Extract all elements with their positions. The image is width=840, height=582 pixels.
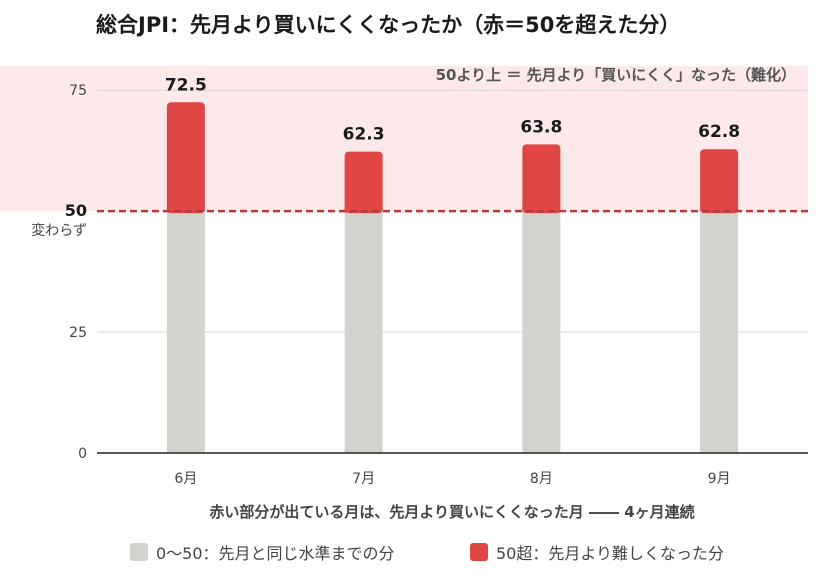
bar-excess-2 <box>344 151 383 214</box>
legend-label-excess: 50超：先月より難しくなった分 <box>496 544 725 563</box>
baseline-label: 変わらず <box>31 222 87 239</box>
x-tick-label-1: 6月 <box>174 471 197 487</box>
bar-base-3 <box>522 211 561 453</box>
legend-item-excess: 50超：先月より難しくなった分 <box>470 540 724 564</box>
legend: 0〜50：先月と同じ水準までの分 50超：先月より難しくなった分 <box>0 540 840 570</box>
bar-base-2 <box>344 211 383 453</box>
x-axis-caption: 赤い部分が出ている月は、先月より買いにくくなった月 ―― 4ヶ月連続 <box>209 503 694 521</box>
bar-base-1 <box>166 211 205 453</box>
legend-item-base: 0〜50：先月と同じ水準までの分 <box>130 540 395 564</box>
bar-chart: 50より上 ＝ 先月より「買いにくく」なった（難化） 72.5 6月 62.3 7月 63… <box>0 66 808 521</box>
data-label-3: 63.8 <box>520 117 562 137</box>
x-tick-label-2: 7月 <box>352 471 375 487</box>
bar-excess-3 <box>522 144 561 214</box>
y-tick-label-50: 50 <box>65 201 87 220</box>
legend-swatch-excess <box>470 543 488 561</box>
band-annotation: 50より上 ＝ 先月より「買いにくく」なった（難化） <box>436 66 796 84</box>
bar-base-4 <box>700 211 739 453</box>
chart-title: 総合JPI：先月より買いにくくなったか（赤＝50を超えた分） <box>96 13 681 37</box>
bar-excess-4 <box>700 149 739 214</box>
y-tick-label-75: 75 <box>69 83 87 99</box>
legend-swatch-base <box>130 543 148 561</box>
y-tick-label-0: 0 <box>78 446 87 462</box>
x-tick-label-3: 8月 <box>530 471 553 487</box>
data-label-4: 62.8 <box>698 122 740 142</box>
data-label-2: 62.3 <box>343 125 385 145</box>
bar-excess-square-3 <box>522 207 561 212</box>
bar-excess-1 <box>166 102 205 214</box>
data-label-1: 72.5 <box>165 75 207 95</box>
y-tick-label-25: 25 <box>69 325 87 341</box>
bar-excess-square-1 <box>166 207 205 212</box>
x-tick-label-4: 9月 <box>708 471 731 487</box>
above-baseline-band <box>0 66 808 212</box>
legend-label-base: 0〜50：先月と同じ水準までの分 <box>156 544 395 563</box>
bar-excess-square-4 <box>700 207 739 212</box>
bar-excess-square-2 <box>344 207 383 212</box>
